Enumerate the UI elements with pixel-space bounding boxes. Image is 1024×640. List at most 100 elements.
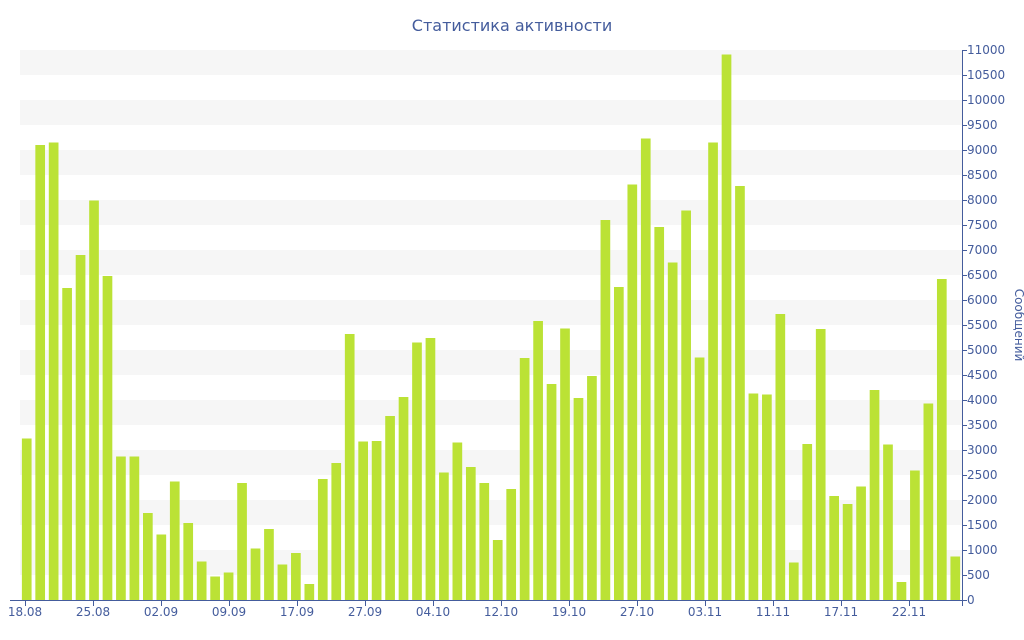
bar: [143, 513, 153, 600]
y-tick-label: 6500: [967, 268, 998, 282]
bar: [291, 553, 301, 600]
x-tick-label: 17.09: [280, 605, 314, 619]
bar: [398, 397, 409, 600]
bar: [802, 444, 813, 600]
bar: [883, 444, 893, 600]
bar: [35, 145, 46, 600]
x-tick-label: 09.09: [212, 605, 246, 619]
bar: [331, 463, 342, 600]
bar: [735, 186, 745, 600]
y-tick-label: 2500: [967, 468, 998, 482]
y-axis-ticks: 0 500 1000 1500 2000 2500 3000 3500 4000 4500 5000…: [962, 43, 1005, 607]
y-tick-label: 4500: [967, 368, 998, 382]
grid-band: [20, 50, 962, 75]
y-tick-label: 4000: [967, 393, 998, 407]
grid-band: [20, 300, 962, 325]
bar: [694, 357, 705, 600]
bar: [829, 496, 839, 600]
y-tick-label: 7500: [967, 218, 998, 232]
bar: [21, 438, 32, 600]
y-tick-label: 9500: [967, 118, 998, 132]
y-tick-label: 6000: [967, 293, 998, 307]
bar: [815, 329, 826, 600]
bar: [412, 342, 422, 600]
bar: [708, 142, 718, 600]
bar: [856, 486, 866, 600]
bar: [775, 314, 786, 600]
grid-band: [20, 400, 962, 425]
bar: [439, 472, 449, 600]
bar: [950, 556, 961, 600]
bar: [748, 393, 759, 600]
bar: [869, 390, 880, 600]
y-axis-label: Сообщений: [1012, 289, 1024, 362]
y-tick-label: 10500: [967, 68, 1005, 82]
bar: [533, 321, 543, 600]
bar: [654, 227, 665, 600]
bar: [788, 562, 799, 600]
bar: [156, 534, 167, 600]
y-tick-label: 11000: [967, 43, 1005, 57]
x-tick-label: 22.11: [892, 605, 926, 619]
bar: [587, 376, 597, 600]
bar: [116, 456, 126, 600]
y-tick-label: 5500: [967, 318, 998, 332]
x-tick-label: 19.10: [552, 605, 586, 619]
x-tick-label: 27.10: [620, 605, 654, 619]
bar: [910, 470, 920, 600]
bars-group: [21, 54, 961, 600]
bar: [506, 489, 517, 600]
bar: [371, 441, 382, 600]
bar: [425, 338, 436, 600]
x-tick-label: 11.11: [756, 605, 790, 619]
y-tick-label: 9000: [967, 143, 998, 157]
bar: [842, 504, 853, 600]
bar: [304, 584, 315, 600]
y-tick-label: 1500: [967, 518, 998, 532]
bar: [196, 561, 207, 600]
bar: [358, 441, 368, 600]
y-tick-label: 8000: [967, 193, 998, 207]
grid-band: [20, 200, 962, 225]
x-tick-label: 18.08: [8, 605, 42, 619]
bar: [465, 467, 476, 600]
bar: [48, 142, 59, 600]
x-tick-label: 27.09: [348, 605, 382, 619]
chart-title: Статистика активности: [412, 16, 612, 35]
bar: [614, 287, 624, 600]
bar: [344, 334, 355, 600]
bar: [681, 210, 691, 600]
bar: [169, 481, 180, 600]
bar: [264, 529, 274, 600]
y-tick-label: 2000: [967, 493, 998, 507]
y-tick-label: 1000: [967, 543, 998, 557]
bar: [452, 442, 463, 600]
x-tick-label: 04.10: [416, 605, 450, 619]
y-tick-label: 10000: [967, 93, 1005, 107]
x-tick-label: 12.10: [484, 605, 518, 619]
grid-band: [20, 100, 962, 125]
bar: [479, 483, 490, 600]
bar: [573, 398, 584, 600]
x-tick-label: 25.08: [76, 605, 110, 619]
bar: [721, 54, 732, 600]
bar: [923, 403, 934, 600]
bar: [317, 479, 328, 600]
bar: [183, 523, 194, 600]
bar: [237, 483, 247, 600]
y-tick-label: 7000: [967, 243, 998, 257]
bar: [560, 328, 570, 600]
bar: [89, 200, 99, 600]
bar: [129, 456, 140, 600]
bar: [277, 564, 288, 600]
x-axis-ticks: 18.08 25.08 02.09 09.09 17.09 27.09 04.10 12.10…: [8, 600, 926, 619]
bar: [600, 220, 611, 600]
bar: [210, 576, 220, 600]
bar: [385, 416, 395, 600]
y-tick-label: 500: [967, 568, 990, 582]
bar: [250, 548, 261, 600]
x-tick-label: 03.11: [688, 605, 722, 619]
y-tick-label: 0: [967, 593, 975, 607]
y-tick-label: 5000: [967, 343, 998, 357]
